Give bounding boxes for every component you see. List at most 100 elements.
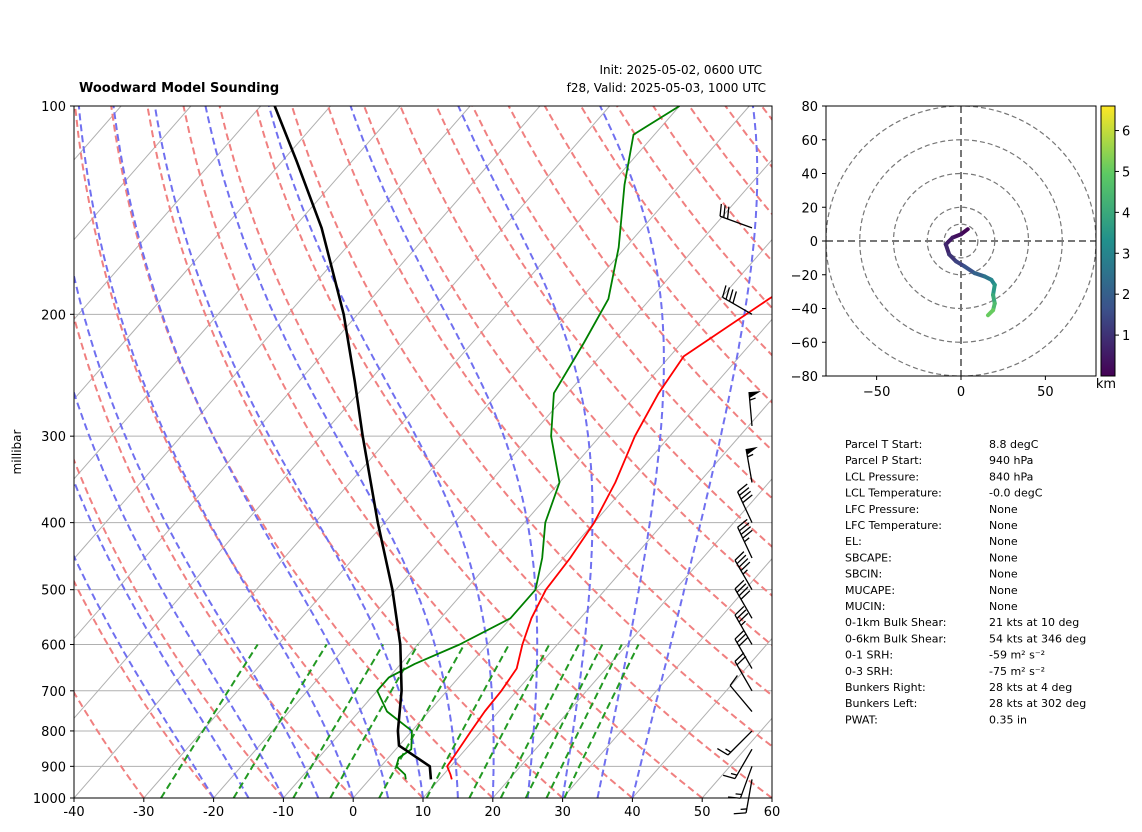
y-axis-label: millibar xyxy=(10,429,24,474)
wind-barb xyxy=(734,630,753,669)
wind-barb xyxy=(737,483,753,523)
x-tick-label: -40 xyxy=(63,805,84,820)
isotherm-line xyxy=(143,106,750,798)
stats-row: 0-6km Bulk Shear: 54 kts at 346 deg xyxy=(845,632,1086,645)
parcel-trace xyxy=(273,106,433,780)
stats-label: 0-6km Bulk Shear: xyxy=(845,632,947,645)
hodo-y-tick-label: 60 xyxy=(801,134,818,149)
isotherm-line xyxy=(74,106,262,321)
stats-value: -59 m² s⁻² xyxy=(989,649,1045,662)
skewt-panel: -40 -30 -20 -10 0 10 20 30 40 50 60 100 200 300 400 500… xyxy=(10,100,781,820)
dry-adiabat-line xyxy=(327,106,772,697)
colorbar-tick-label: 5 xyxy=(1122,165,1130,180)
moist-adiabat-line xyxy=(457,106,594,798)
x-tick-label: 0 xyxy=(349,805,357,820)
stats-label: EL: xyxy=(845,535,862,548)
hodo-y-tick-label: 20 xyxy=(801,201,818,216)
moist-adiabat-line xyxy=(204,106,459,798)
dry-adiabat-line xyxy=(543,106,772,404)
stats-row: 0-3 SRH: -75 m² s⁻² xyxy=(845,665,1045,678)
stats-row: Bunkers Left: 28 kts at 302 deg xyxy=(845,697,1086,710)
isotherm-line xyxy=(352,318,772,798)
stats-value: None xyxy=(989,519,1018,532)
wind-barb xyxy=(748,391,761,427)
init-time: Init: 2025-05-02, 0600 UTC xyxy=(599,63,762,77)
stats-row: Parcel T Start: 8.8 degC xyxy=(845,438,1039,451)
stats-label: PWAT: xyxy=(845,713,878,726)
isotherm-line xyxy=(74,106,541,640)
x-tick-label: 60 xyxy=(764,805,781,820)
dry-adiabat-line xyxy=(74,106,424,798)
stats-label: LCL Pressure: xyxy=(845,470,919,483)
isotherm-line xyxy=(632,637,772,798)
dry-adiabat-line xyxy=(399,106,772,597)
y-tick-label: 100 xyxy=(41,100,66,115)
mixing-ratio-line xyxy=(468,644,551,798)
mixing-ratio-line xyxy=(378,644,466,798)
dry-adiabat-line xyxy=(290,106,772,748)
stats-row: 0-1km Bulk Shear: 21 kts at 10 deg xyxy=(845,616,1079,629)
mixing-ratio-line xyxy=(425,644,510,798)
isotherm-line xyxy=(283,238,772,798)
hodo-y-tick-label: 40 xyxy=(801,168,818,183)
stats-label: MUCAPE: xyxy=(845,584,895,597)
colorbar-tick-label: 1 xyxy=(1122,329,1130,344)
dry-adiabat-line xyxy=(616,106,772,310)
y-tick-label: 900 xyxy=(41,760,66,775)
valid-time: f28, Valid: 2025-05-03, 1000 UTC xyxy=(567,81,766,95)
isotherm-line xyxy=(74,106,331,400)
hodo-y-tick-label: −20 xyxy=(791,269,818,284)
moist-adiabat-line xyxy=(74,478,250,798)
stats-row: PWAT: 0.35 in xyxy=(845,713,1027,726)
colorbar-tick-label: 3 xyxy=(1122,247,1130,262)
stats-value: None xyxy=(989,584,1018,597)
mixing-ratio-line xyxy=(329,643,419,798)
wind-barb xyxy=(745,446,758,483)
y-tick-label: 300 xyxy=(41,430,66,445)
chart-title: Woodward Model Sounding xyxy=(79,81,279,96)
x-tick-label: 30 xyxy=(554,805,571,820)
mixing-ratio-line xyxy=(292,643,384,798)
wind-barb xyxy=(729,675,753,712)
stats-label: MUCIN: xyxy=(845,600,885,613)
stats-label: 0-1km Bulk Shear: xyxy=(845,616,947,629)
isotherm-line xyxy=(213,159,772,798)
colorbar-tick-label: 4 xyxy=(1122,206,1130,221)
moist-adiabat-line xyxy=(349,106,539,798)
mixing-ratio-line xyxy=(563,644,640,798)
hodograph-axes: −50 0 50 80 60 40 20 0 −20 −40 −60 −80 xyxy=(791,100,1054,400)
colorbar xyxy=(1100,105,1116,377)
stats-row: LFC Temperature: None xyxy=(845,519,1018,532)
y-tick-label: 1000 xyxy=(33,792,66,807)
y-tick-label: 200 xyxy=(41,308,66,323)
stats-label: LFC Temperature: xyxy=(845,519,942,532)
isotherm-line xyxy=(492,478,772,798)
stats-row: EL: None xyxy=(845,535,1018,548)
colorbar-tick-label: 2 xyxy=(1122,288,1130,303)
stats-value: None xyxy=(989,600,1018,613)
mixing-ratio-line xyxy=(545,644,623,798)
x-tick-label: 20 xyxy=(485,805,502,820)
wind-barb xyxy=(728,766,753,799)
wind-barb xyxy=(737,518,753,559)
hodo-y-tick-label: −40 xyxy=(791,303,818,318)
dry-adiabat-line xyxy=(688,106,772,216)
temperature-trace xyxy=(446,295,772,780)
hodo-y-tick-label: −80 xyxy=(791,370,818,385)
moist-adiabat-line xyxy=(77,106,355,798)
y-tick-label: 700 xyxy=(41,685,66,700)
isotherm-line xyxy=(771,797,772,798)
wind-barb xyxy=(719,203,753,229)
stats-label: SBCAPE: xyxy=(845,551,892,564)
dry-adiabat-line xyxy=(254,106,772,798)
moist-adiabat-line xyxy=(596,106,665,798)
stats-value: -0.0 degC xyxy=(989,487,1043,500)
isotherm-line xyxy=(74,106,192,241)
dry-adiabat-line xyxy=(110,106,494,798)
wind-barb xyxy=(733,779,753,815)
stats-row: LCL Pressure: 840 hPa xyxy=(845,470,1033,483)
stats-row: SBCIN: None xyxy=(845,568,1018,581)
dry-adiabat-line xyxy=(760,106,772,122)
wind-barb xyxy=(734,551,753,591)
stats-value: 28 kts at 4 deg xyxy=(989,681,1072,694)
